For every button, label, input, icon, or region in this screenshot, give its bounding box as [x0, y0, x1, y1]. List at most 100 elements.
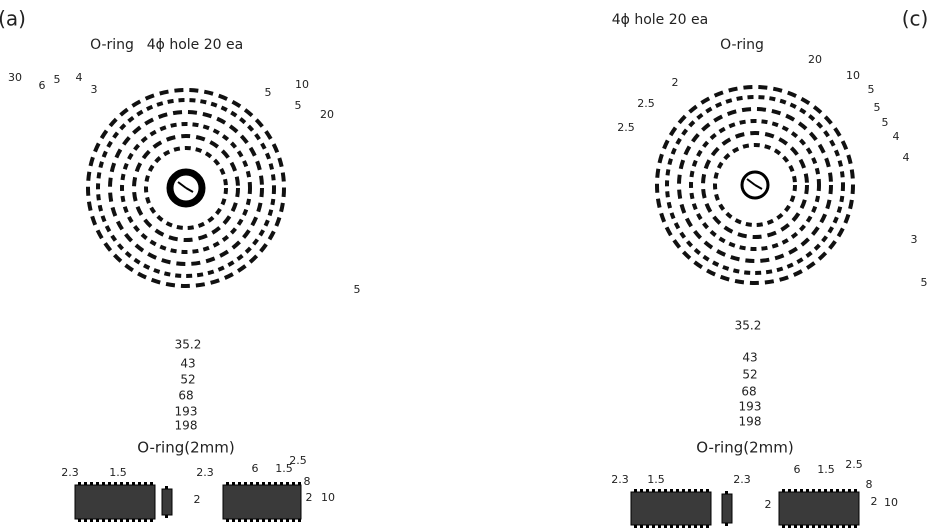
dimension: 2.5	[617, 121, 635, 134]
tooth	[818, 489, 821, 492]
hole-title: 4ϕ hole 20 ea	[147, 37, 243, 53]
tooth	[298, 519, 301, 522]
tooth	[114, 482, 117, 485]
tooth	[806, 489, 809, 492]
dimension: 2.5	[637, 97, 655, 110]
tooth	[694, 489, 697, 492]
dimension: 6	[39, 79, 46, 92]
dimension: 2.3	[733, 473, 751, 486]
section-block	[223, 485, 301, 519]
tooth	[144, 519, 147, 522]
center-hand	[186, 188, 193, 192]
tooth	[836, 489, 839, 492]
dimension: 2.5	[289, 454, 307, 467]
tooth	[634, 489, 637, 492]
center-hand	[178, 182, 186, 188]
tooth	[274, 482, 277, 485]
dimension: 30	[8, 71, 22, 84]
dimension: 2.3	[196, 466, 214, 479]
tooth	[232, 519, 235, 522]
tooth	[292, 519, 295, 522]
tooth	[96, 482, 99, 485]
dimension: 5	[868, 83, 875, 96]
dimension: 5	[54, 73, 61, 86]
dimension: 6	[252, 462, 259, 475]
tooth	[268, 482, 271, 485]
center-hand	[747, 179, 755, 185]
tooth	[126, 482, 129, 485]
diameter: 68	[741, 385, 756, 399]
dimension: 2.3	[611, 473, 629, 486]
tooth	[268, 519, 271, 522]
dimension: 5	[882, 116, 889, 129]
dimension: 2	[765, 498, 772, 511]
tooth	[280, 519, 283, 522]
dimension: 8	[866, 478, 873, 491]
tooth	[788, 489, 791, 492]
dimension: 2	[871, 495, 878, 508]
tooth	[250, 482, 253, 485]
dimension: 1.5	[647, 473, 665, 486]
diameter: 193	[739, 400, 762, 414]
dimension: 20	[808, 53, 822, 66]
tooth	[165, 486, 168, 489]
tooth	[286, 519, 289, 522]
tooth	[274, 519, 277, 522]
section-block	[779, 492, 859, 525]
tooth	[78, 519, 81, 522]
dimension: 20	[320, 108, 334, 121]
tooth	[298, 482, 301, 485]
tooth	[150, 482, 153, 485]
diameter: 43	[742, 351, 757, 365]
dimension: 4	[893, 130, 900, 143]
dimension: 6	[794, 463, 801, 476]
tooth	[238, 482, 241, 485]
tooth	[646, 489, 649, 492]
tooth	[706, 489, 709, 492]
dimension: 1.5	[109, 466, 127, 479]
tooth	[800, 489, 803, 492]
dimension: 10	[321, 491, 335, 504]
tooth	[102, 519, 105, 522]
tooth	[132, 482, 135, 485]
tooth	[165, 515, 168, 518]
tooth	[676, 489, 679, 492]
dimension: 10	[295, 78, 309, 91]
tooth	[782, 489, 785, 492]
oring-label: O-ring(2mm)	[696, 439, 793, 457]
tooth	[262, 482, 265, 485]
tooth	[114, 519, 117, 522]
dimension: 5	[354, 283, 361, 296]
diameter: 193	[175, 405, 198, 419]
dimension: 2	[306, 491, 313, 504]
section-block	[631, 492, 711, 525]
tooth	[640, 489, 643, 492]
tooth	[725, 491, 728, 494]
diameter: 43	[180, 357, 195, 371]
tooth	[664, 489, 667, 492]
diameter: 35.2	[175, 338, 202, 352]
tooth	[102, 482, 105, 485]
dimension: 10	[884, 496, 898, 509]
tooth	[812, 489, 815, 492]
tooth	[830, 489, 833, 492]
section-block	[722, 494, 732, 523]
section-block	[162, 489, 172, 515]
panel-label: (a)	[0, 7, 26, 31]
dimension: 5	[874, 101, 881, 114]
tooth	[262, 519, 265, 522]
tooth	[250, 519, 253, 522]
tooth	[824, 489, 827, 492]
tooth	[244, 482, 247, 485]
diameter: 52	[180, 373, 195, 387]
tooth	[725, 523, 728, 526]
dimension: 4	[903, 151, 910, 164]
tooth	[688, 489, 691, 492]
oring-title: O-ring	[90, 37, 134, 53]
dimension: 2.3	[61, 466, 79, 479]
tooth	[138, 482, 141, 485]
tooth	[120, 519, 123, 522]
tooth	[78, 482, 81, 485]
diameter: 198	[175, 419, 198, 433]
tooth	[90, 519, 93, 522]
